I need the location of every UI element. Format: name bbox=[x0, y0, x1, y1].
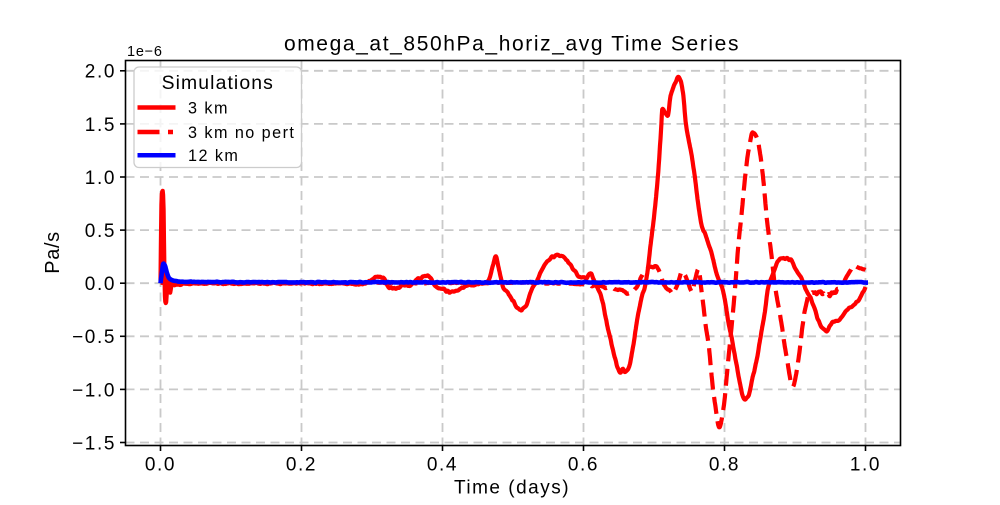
svg-text:1e−6: 1e−6 bbox=[127, 44, 163, 60]
svg-text:Time (days): Time (days) bbox=[454, 478, 570, 499]
svg-text:3 km: 3 km bbox=[188, 100, 229, 118]
svg-text:omega_at_850hPa_horiz_avg Time: omega_at_850hPa_horiz_avg Time Series bbox=[284, 32, 740, 55]
svg-text:Pa/s: Pa/s bbox=[42, 231, 64, 273]
svg-text:0.2: 0.2 bbox=[286, 455, 317, 476]
svg-text:1.0: 1.0 bbox=[850, 455, 881, 476]
svg-text:2.0: 2.0 bbox=[85, 62, 116, 83]
svg-text:−0.5: −0.5 bbox=[72, 327, 116, 348]
svg-text:1.0: 1.0 bbox=[85, 168, 116, 189]
svg-text:−1.0: −1.0 bbox=[72, 380, 116, 401]
svg-text:Simulations: Simulations bbox=[162, 72, 274, 94]
svg-text:0.6: 0.6 bbox=[568, 455, 599, 476]
svg-text:3 km no pert: 3 km no pert bbox=[188, 124, 295, 142]
svg-text:1.5: 1.5 bbox=[85, 115, 116, 136]
svg-text:12 km: 12 km bbox=[188, 147, 239, 165]
svg-text:0.0: 0.0 bbox=[85, 274, 116, 295]
svg-text:0.0: 0.0 bbox=[145, 455, 176, 476]
svg-text:0.8: 0.8 bbox=[709, 455, 740, 476]
svg-text:0.5: 0.5 bbox=[85, 221, 116, 242]
svg-text:0.4: 0.4 bbox=[427, 455, 458, 476]
svg-text:−1.5: −1.5 bbox=[72, 433, 116, 454]
